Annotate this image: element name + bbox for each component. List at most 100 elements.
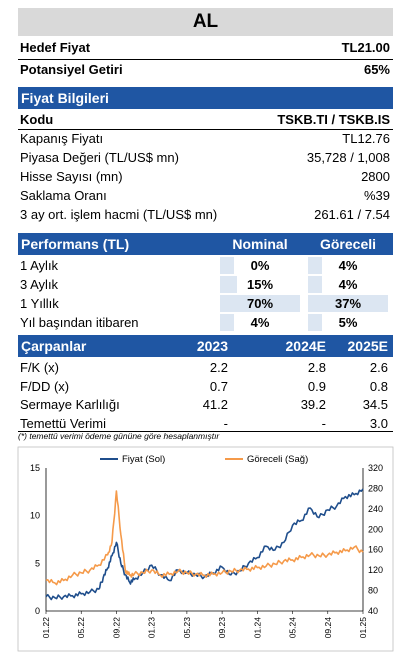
x-tick-label: 01.23: [147, 617, 157, 639]
x-tick-label: 01.25: [358, 617, 368, 639]
price-info-label: Kapanış Fiyatı: [20, 131, 104, 146]
x-tick-label: 05.22: [76, 617, 86, 639]
legend-label: Fiyat (Sol): [122, 454, 165, 465]
price-info-row: Piyasa Değeri (TL/US$ mn) 35,728 / 1,008: [18, 148, 393, 168]
year-col-3: 2025E: [347, 338, 388, 354]
price-info-value: 35,728 / 1,008: [306, 150, 390, 165]
y-left-tick-label: 0: [35, 606, 40, 616]
relative-bar: [308, 257, 322, 274]
price-info-value: 2800: [361, 169, 390, 184]
multiples-label: Temettü Verimi: [20, 415, 106, 431]
y-right-tick-label: 280: [368, 483, 383, 493]
divider: [18, 129, 393, 130]
multiples-title: Çarpanlar: [21, 338, 87, 354]
multiples-value: 39.2: [300, 397, 326, 412]
multiples-row: Sermaye Karlılığı 41.2 39.2 34.5: [18, 395, 393, 414]
x-tick-label: 01.22: [41, 617, 51, 639]
relative-value: 4%: [338, 258, 358, 273]
y-right-tick-label: 40: [368, 606, 378, 616]
performance-row: 1 Aylık 0% 4%: [18, 256, 393, 275]
multiples-value: -: [321, 415, 326, 431]
nominal-value: 70%: [246, 296, 274, 311]
nominal-bar: [220, 314, 234, 331]
price-info-row: Kapanış Fiyatı TL12.76: [18, 129, 393, 149]
multiples-value: 3.0: [369, 415, 388, 431]
price-chart: 0 5 10 15 40 80 120 160 200 240 280 320 01.22 05.22 09…: [17, 446, 394, 652]
price-info-label: Kodu: [20, 112, 54, 127]
legend-label: Göreceli (Sağ): [247, 454, 308, 465]
multiples-row: Temettü Verimi - - 3.0: [18, 414, 393, 433]
x-tick-label: 05.24: [288, 617, 298, 639]
year-col-2: 2024E: [285, 338, 326, 354]
relative-bar: [308, 276, 322, 293]
series-line-relative: [45, 490, 364, 586]
y-right-tick-label: 160: [368, 545, 383, 555]
multiples-value: 0.7: [209, 378, 228, 394]
x-tick-label: 05.23: [182, 617, 192, 639]
nominal-value: 15%: [246, 277, 274, 292]
y-left-tick-label: 15: [30, 463, 40, 473]
multiples-row: F/DD (x) 0.7 0.9 0.8: [18, 377, 393, 396]
price-info-label: Saklama Oranı: [20, 188, 107, 203]
multiples-value: 41.2: [202, 397, 228, 412]
multiples-label: F/K (x): [20, 360, 59, 375]
nominal-bar: [220, 295, 300, 312]
relative-value: 5%: [338, 315, 358, 330]
price-info-row: Saklama Oranı %39: [18, 186, 393, 206]
performance-label: 3 Aylık: [20, 277, 59, 292]
price-info-value: TSKB.TI / TSKB.IS: [277, 112, 390, 127]
nominal-bar: [220, 276, 237, 293]
footnote: (*) temettü verimi ödeme gününe göre hes…: [18, 431, 220, 441]
x-tick-label: 09.23: [217, 617, 227, 639]
price-info-label: Hisse Sayısı (mn): [20, 169, 123, 184]
multiples-value: 0.8: [369, 378, 388, 394]
multiples-label: Sermaye Karlılığı: [20, 397, 120, 412]
chart-frame: [17, 446, 394, 652]
multiples-value: 2.8: [307, 360, 326, 375]
divider: [18, 59, 393, 60]
y-left-tick-label: 10: [30, 511, 40, 521]
x-tick-label: 01.24: [252, 617, 262, 639]
price-info-value: TL12.76: [342, 131, 390, 146]
price-info-value: %39: [363, 188, 390, 203]
price-info-header: Fiyat Bilgileri: [18, 87, 393, 109]
price-info-row: Hisse Sayısı (mn) 2800: [18, 167, 393, 187]
price-info-label: Piyasa Değeri (TL/US$ mn): [20, 150, 179, 165]
performance-title: Performans (TL): [21, 236, 130, 252]
performance-row: 1 Yıllık 70% 37%: [18, 294, 393, 313]
relative-bar: [308, 295, 388, 312]
nominal-col-header: Nominal: [232, 236, 288, 252]
relative-bar: [308, 314, 322, 331]
multiples-value: 34.5: [362, 397, 388, 412]
series-line-price: [45, 488, 364, 601]
target-price-value: TL21.00: [341, 40, 390, 55]
y-left-tick-label: 5: [35, 558, 40, 568]
target-price-label: Hedef Fiyat: [20, 40, 91, 55]
multiples-row: F/K (x) 2.2 2.8 2.6: [18, 358, 393, 377]
performance-row: Yıl başından itibaren 4% 5%: [18, 313, 393, 332]
divider: [18, 431, 393, 432]
potential-return-value: 65%: [363, 62, 390, 77]
potential-return-row: Potansiyel Getiri 65%: [18, 60, 393, 80]
x-tick-label: 09.22: [111, 617, 121, 639]
x-tick-label: 09.24: [323, 617, 333, 639]
multiples-value: 2.2: [209, 360, 228, 375]
price-info-row: 3 ay ort. işlem hacmi (TL/US$ mn) 261.61 …: [18, 205, 393, 225]
potential-return-label: Potansiyel Getiri: [20, 62, 123, 77]
year-col-1: 2023: [196, 338, 228, 354]
y-right-tick-label: 200: [368, 524, 383, 534]
multiples-header: Çarpanlar 2023 2024E 2025E: [18, 335, 393, 357]
price-info-value: 261.61 / 7.54: [314, 207, 390, 222]
price-info-label: 3 ay ort. işlem hacmi (TL/US$ mn): [20, 207, 218, 222]
target-price-row: Hedef Fiyat TL21.00: [18, 38, 393, 58]
multiples-label: F/DD (x): [20, 378, 70, 394]
performance-header: Performans (TL) Nominal Göreceli: [18, 233, 393, 255]
nominal-value: 0%: [250, 258, 270, 273]
y-right-tick-label: 320: [368, 463, 383, 473]
performance-row: 3 Aylık 15% 4%: [18, 275, 393, 294]
nominal-value: 4%: [250, 315, 270, 330]
relative-value: 4%: [338, 277, 358, 292]
price-info-row: Kodu TSKB.TI / TSKB.IS: [18, 110, 393, 130]
multiples-value: 0.9: [307, 378, 326, 394]
nominal-bar: [220, 257, 234, 274]
